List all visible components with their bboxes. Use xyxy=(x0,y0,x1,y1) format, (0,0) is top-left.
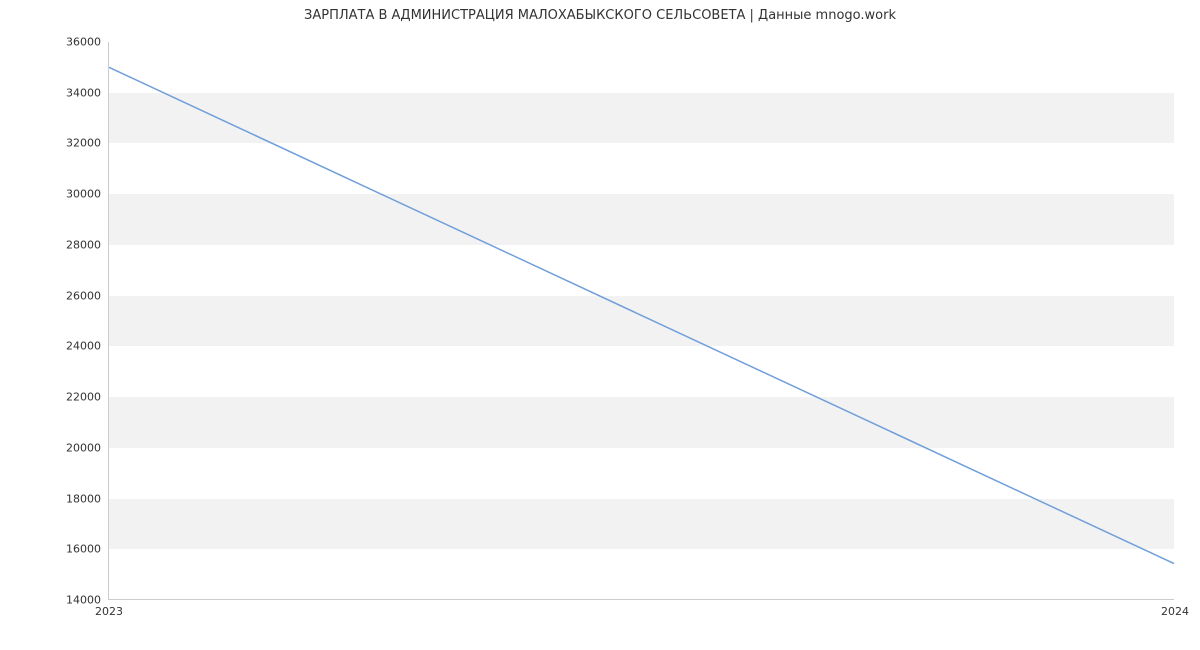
salary-chart: ЗАРПЛАТА В АДМИНИСТРАЦИЯ МАЛОХАБЫКСКОГО … xyxy=(0,0,1200,650)
series-salary xyxy=(109,67,1174,563)
x-tick-label: 2023 xyxy=(95,599,123,618)
chart-title: ЗАРПЛАТА В АДМИНИСТРАЦИЯ МАЛОХАБЫКСКОГО … xyxy=(0,8,1200,23)
y-tick-label: 20000 xyxy=(66,441,109,454)
y-tick-label: 36000 xyxy=(66,36,109,49)
y-tick-label: 32000 xyxy=(66,137,109,150)
y-tick-label: 16000 xyxy=(66,543,109,556)
y-tick-label: 18000 xyxy=(66,492,109,505)
y-tick-label: 28000 xyxy=(66,238,109,251)
x-tick-label: 2024 xyxy=(1161,599,1189,618)
y-tick-label: 24000 xyxy=(66,340,109,353)
line-series xyxy=(109,42,1174,599)
y-tick-label: 30000 xyxy=(66,188,109,201)
y-tick-label: 26000 xyxy=(66,289,109,302)
plot-area: 1400016000180002000022000240002600028000… xyxy=(108,42,1174,600)
y-tick-label: 22000 xyxy=(66,391,109,404)
y-tick-label: 34000 xyxy=(66,86,109,99)
